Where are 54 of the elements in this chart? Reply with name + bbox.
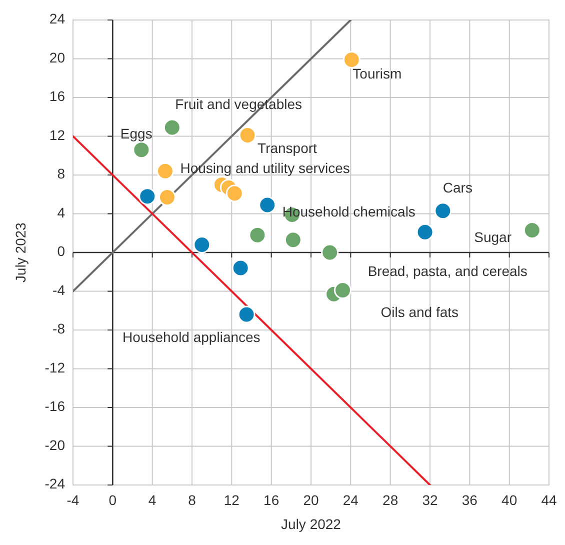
y-tick-label: -4 — [52, 282, 66, 298]
x-tick-label: 28 — [382, 492, 398, 508]
x-tick-label: 4 — [148, 492, 156, 508]
y-tick-label: 4 — [57, 204, 66, 220]
point — [238, 306, 256, 324]
y-tick-label: 0 — [57, 243, 66, 260]
point — [158, 188, 176, 206]
annotation: Eggs — [120, 126, 152, 142]
x-tick-label: 40 — [502, 492, 518, 508]
point — [156, 162, 174, 180]
x-tick-label: 8 — [188, 492, 196, 508]
annotation: Oils and fats — [380, 304, 459, 320]
point — [284, 231, 302, 249]
y-tick-label: 16 — [49, 88, 66, 104]
point — [238, 126, 256, 144]
y-tick-label: -12 — [44, 359, 66, 376]
y-tick-label: -24 — [44, 476, 66, 492]
y-tick-label: -8 — [52, 320, 66, 337]
point — [416, 223, 434, 241]
annotation: Sugar — [474, 228, 512, 245]
point — [132, 141, 150, 159]
y-tick-label: 8 — [57, 166, 66, 182]
y-tick-label: 20 — [49, 49, 66, 66]
point — [226, 184, 244, 202]
y-axis-title: July 2023 — [12, 222, 29, 282]
annotation: Transport — [258, 140, 318, 156]
annotation: Bread, pasta, and cereals — [368, 263, 528, 280]
point — [523, 221, 541, 239]
y-tick-label: -16 — [44, 398, 66, 414]
y-tick-label: 12 — [49, 126, 66, 143]
y-tick-label: -20 — [44, 436, 66, 453]
x-tick-label: 44 — [541, 492, 557, 508]
y-tick-label: 24 — [49, 10, 66, 27]
point — [342, 50, 360, 68]
point — [321, 244, 339, 262]
point — [248, 226, 266, 244]
point — [163, 118, 181, 136]
x-tick-label: 12 — [224, 492, 240, 508]
point — [434, 202, 452, 220]
point — [334, 282, 352, 300]
annotation: Household appliances — [122, 329, 260, 346]
x-tick-label: 36 — [462, 492, 478, 508]
annotation: Cars — [442, 180, 472, 196]
x-axis-title: July 2022 — [281, 516, 342, 532]
point — [138, 188, 156, 206]
x-tick-label: 16 — [264, 492, 280, 508]
x-tick-label: 20 — [303, 492, 319, 508]
x-tick-label: 0 — [108, 492, 117, 508]
point — [258, 196, 276, 214]
x-tick-label: 24 — [342, 492, 359, 508]
point — [232, 259, 250, 277]
point — [193, 236, 211, 254]
x-tick-label: 32 — [422, 492, 438, 508]
annotation: Tourism — [352, 65, 402, 82]
